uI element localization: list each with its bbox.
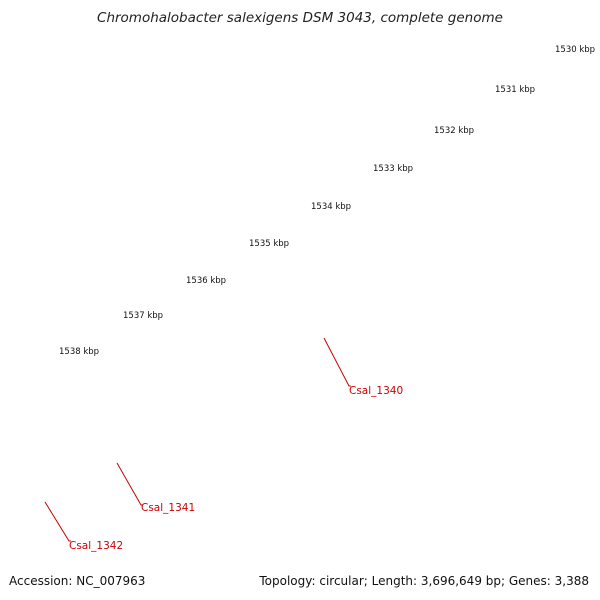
- ruler-label: 1534 kbp: [311, 202, 351, 212]
- ruler-label: 1537 kbp: [123, 311, 163, 321]
- ruler-label: 1531 kbp: [495, 85, 535, 95]
- ruler-label: 1535 kbp: [249, 239, 289, 249]
- gene-label-leader: [323, 337, 351, 387]
- accession-text: Accession: NC_007963: [9, 574, 146, 588]
- ruler-label: 1536 kbp: [186, 276, 226, 286]
- map-title: Chromohalobacter salexigens DSM 3043, co…: [97, 10, 503, 26]
- ruler-label: 1530 kbp: [555, 45, 595, 55]
- ruler-track: 1530 kbp 1531 kbp 1532 kbp 1533 kbp 1534 kbp…: [59, 45, 595, 357]
- gene-label[interactable]: Csal_1341: [141, 502, 195, 514]
- ruler-label: 1538 kbp: [59, 347, 99, 357]
- gene-label-layer: Csal_1340 Csal_1341 Csal_1342: [44, 337, 403, 552]
- gene-label-leader: [116, 462, 143, 506]
- genome-stats-text: Topology: circular; Length: 3,696,649 bp…: [259, 574, 589, 588]
- ruler-label: 1533 kbp: [373, 164, 413, 174]
- gene-label-leader: [44, 501, 71, 542]
- ruler-label: 1532 kbp: [434, 126, 474, 136]
- gene-label[interactable]: Csal_1342: [69, 540, 123, 552]
- gene-label[interactable]: Csal_1340: [349, 385, 403, 397]
